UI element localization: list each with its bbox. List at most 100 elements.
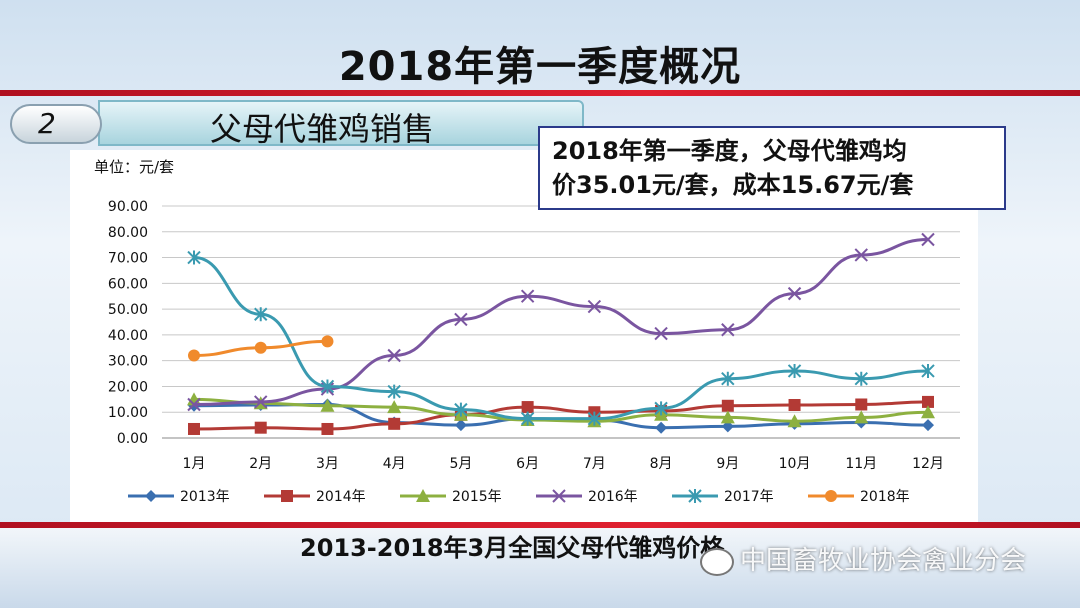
legend-label: 2018年	[860, 489, 910, 505]
watermark-text: 中国畜牧业协会禽业分会	[740, 546, 1027, 576]
x-tick-label: 8月	[650, 456, 673, 472]
data-point	[721, 323, 735, 337]
y-tick-label: 10.00	[108, 405, 148, 421]
data-point	[721, 371, 735, 386]
data-point	[921, 232, 935, 247]
data-point	[654, 401, 668, 416]
x-tick-label: 10月	[779, 456, 811, 472]
data-point	[720, 410, 735, 424]
data-point	[281, 490, 293, 502]
y-tick-label: 70.00	[108, 251, 148, 267]
data-point	[587, 411, 602, 426]
x-tick-label: 3月	[316, 456, 339, 472]
y-tick-label: 50.00	[108, 302, 148, 318]
data-point	[188, 422, 200, 435]
data-point	[854, 248, 868, 262]
wechat-icon	[700, 547, 734, 576]
data-point	[654, 326, 668, 341]
data-point	[787, 286, 802, 301]
x-tick-label: 6月	[516, 456, 539, 472]
data-point	[855, 398, 868, 411]
y-tick-label: 20.00	[108, 379, 148, 395]
series-2016年	[187, 232, 935, 412]
series-2014年	[188, 395, 934, 435]
series-line	[193, 238, 929, 406]
data-point	[454, 312, 468, 327]
legend-entry: 2013年	[128, 489, 230, 505]
data-point	[787, 414, 802, 428]
series-2018年	[188, 335, 334, 362]
y-tick-label: 0.00	[117, 431, 148, 447]
data-point	[854, 410, 869, 424]
slide-title: 2018年第一季度概况	[338, 44, 742, 90]
legend-label: 2017年	[724, 489, 774, 505]
data-point	[521, 401, 534, 414]
legend-entry: 2017年	[672, 489, 774, 505]
data-point	[254, 395, 268, 409]
legend-entry: 2018年	[808, 489, 910, 505]
data-point	[321, 335, 334, 348]
summary-line-2: 价35.01元/套，成本15.67元/套	[552, 171, 914, 199]
data-point	[321, 422, 334, 435]
series-line	[193, 256, 929, 421]
footer-band	[0, 528, 1080, 608]
legend-label: 2013年	[180, 489, 230, 505]
x-tick-label: 9月	[716, 456, 739, 472]
legend-label: 2014年	[316, 489, 366, 505]
data-point	[145, 490, 157, 502]
y-tick-label: 30.00	[108, 354, 148, 370]
data-point	[721, 399, 734, 412]
data-point	[655, 421, 668, 434]
data-point	[454, 419, 467, 432]
data-point	[387, 348, 401, 363]
legend-label: 2016年	[588, 489, 638, 505]
series-line	[193, 400, 929, 431]
data-point	[552, 489, 566, 503]
data-point	[454, 402, 468, 417]
legend-label: 2015年	[452, 489, 502, 505]
data-point	[387, 400, 402, 414]
section-title: 父母代雏鸡销售	[210, 110, 435, 148]
data-point	[254, 307, 268, 322]
x-tick-label: 12月	[912, 456, 944, 472]
x-tick-label: 5月	[449, 456, 472, 472]
data-point	[320, 379, 335, 394]
legend-entry: 2016年	[536, 489, 638, 505]
data-point	[921, 363, 935, 378]
x-tick-label: 7月	[583, 456, 606, 472]
data-point	[320, 398, 335, 412]
y-tick-label: 60.00	[108, 276, 148, 292]
section-header-bar	[98, 100, 584, 146]
data-point	[922, 419, 934, 432]
data-point	[825, 490, 837, 502]
x-tick-label: 4月	[383, 456, 406, 472]
data-point	[854, 371, 868, 386]
data-point	[188, 349, 200, 362]
data-point	[688, 489, 702, 503]
data-point	[254, 341, 267, 354]
data-point	[921, 405, 935, 419]
y-tick-label: 40.00	[108, 328, 148, 344]
data-point	[387, 384, 401, 399]
watermark: 中国畜牧业协会禽业分会	[700, 540, 1026, 577]
top-accent-bar	[0, 90, 1080, 96]
data-point	[187, 397, 201, 412]
y-tick-label: 80.00	[108, 225, 148, 241]
y-tick-label: 90.00	[108, 199, 148, 215]
chart-unit-label: 单位：元/套	[94, 158, 174, 176]
chart-caption: 2013-2018年3月全国父母代雏鸡价格	[300, 534, 725, 562]
summary-callout: 2018年第一季度，父母代雏鸡均 价35.01元/套，成本15.67元/套	[538, 126, 1006, 210]
bottom-accent-bar	[0, 522, 1080, 528]
data-point	[254, 421, 267, 434]
data-point	[520, 411, 535, 426]
x-tick-label: 1月	[183, 456, 206, 472]
x-tick-label: 11月	[845, 456, 877, 472]
data-point	[388, 417, 401, 430]
data-point	[587, 299, 602, 314]
series-line	[193, 397, 929, 423]
data-point	[787, 363, 802, 378]
data-point	[187, 250, 201, 265]
summary-line-1: 2018年第一季度，父母代雏鸡均	[552, 137, 907, 165]
series-2015年	[187, 392, 935, 428]
x-tick-label: 2月	[249, 456, 272, 472]
